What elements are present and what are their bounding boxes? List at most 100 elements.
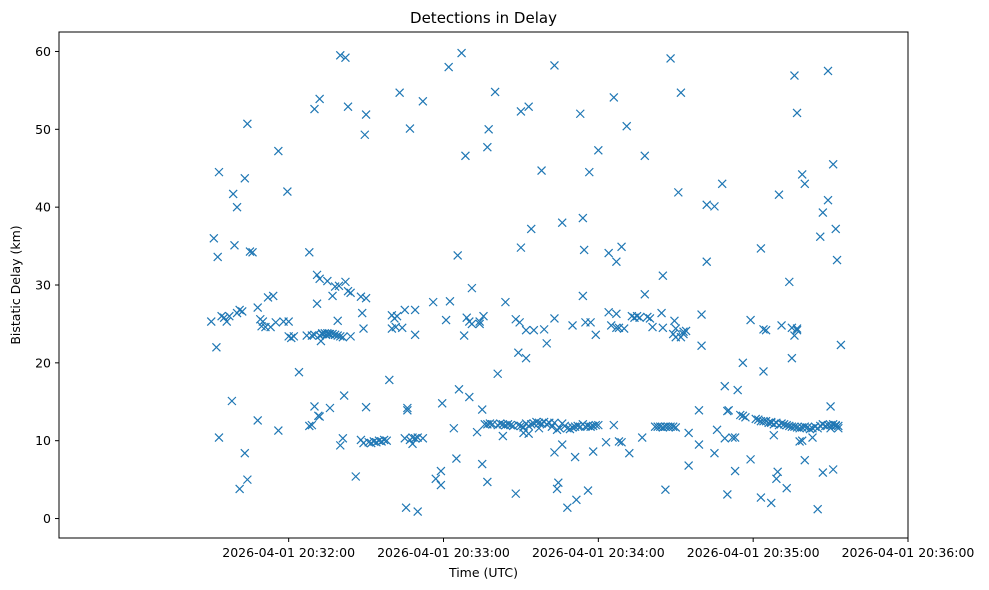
data-point [604,248,614,258]
data-point [777,419,786,428]
data-point [513,420,523,430]
data-point [230,240,239,250]
data-point [222,317,232,327]
data-point [790,422,799,432]
data-point [761,325,771,335]
data-point [622,121,632,131]
data-point [828,159,838,169]
data-point [694,440,704,450]
data-point [815,232,825,242]
data-point [418,433,428,443]
data-point [240,448,250,458]
data-point [831,224,841,234]
data-point [697,310,706,320]
data-point [586,317,596,327]
data-point [316,336,326,346]
data-point [738,358,748,368]
data-point [211,342,221,352]
data-point [516,421,526,431]
data-point [310,104,319,114]
x-tick-label: 2026-04-01 20:34:00 [532,545,665,560]
data-point [410,330,420,340]
y-tick-label: 20 [35,355,51,370]
data-point [515,317,525,327]
data-point [242,475,252,485]
data-point [235,305,245,315]
data-point [282,187,292,197]
data-point [503,419,513,429]
data-point [800,179,810,189]
data-point [315,412,325,421]
data-point [832,255,842,265]
data-point [461,151,470,161]
data-point [529,325,539,335]
y-axis: 0 10 20 30 40 50 60 [35,44,59,526]
data-point [568,321,577,330]
data-point [248,247,257,257]
data-point [702,200,712,210]
data-point [360,130,370,140]
data-point [818,468,828,478]
data-point [637,433,647,443]
data-point [568,423,577,432]
data-point [609,92,619,102]
data-point [833,421,843,431]
data-point [565,424,575,434]
data-point [593,145,603,155]
data-point [341,277,350,287]
data-point [361,110,371,119]
data-point [467,283,477,293]
data-point [583,486,593,495]
data-point [782,420,792,430]
y-tick-label: 60 [35,44,51,59]
x-tick-label: 2026-04-01 20:35:00 [687,545,820,560]
data-point [428,297,438,307]
data-points [206,48,846,516]
data-point [642,312,652,322]
data-point [402,403,412,413]
data-point [828,465,838,474]
data-point [797,170,807,179]
data-point [402,405,412,415]
data-point [611,323,621,333]
data-point [361,402,371,412]
data-point [209,233,219,243]
data-point [413,507,423,516]
data-point [679,327,688,337]
data-point [493,369,503,379]
data-point [315,274,325,284]
data-point [224,311,234,321]
y-axis-label: Bistatic Delay (km) [8,225,23,344]
data-point [328,329,337,339]
data-point [227,396,237,406]
data-point [730,466,740,476]
plot-area-frame [58,31,909,539]
data-point [315,94,325,104]
data-point [513,348,523,358]
data-point [253,416,263,425]
data-point [746,315,756,325]
data-point [570,452,580,462]
data-point [237,307,247,316]
data-point [632,311,642,321]
data-point [702,257,712,267]
data-point [410,305,420,315]
data-point [756,493,766,502]
data-point [228,189,238,199]
data-point [397,323,407,333]
data-point [400,305,410,315]
data-point [436,466,446,476]
data-point [521,325,531,335]
data-point [304,421,314,431]
data-point [258,317,268,327]
data-point [359,324,368,334]
data-point [645,314,655,323]
data-point [604,307,614,317]
data-point [724,405,734,415]
data-point [351,472,361,481]
data-point [661,485,670,495]
data-point [728,433,737,443]
data-point [557,440,567,450]
data-point [790,331,799,341]
data-point [666,54,676,63]
